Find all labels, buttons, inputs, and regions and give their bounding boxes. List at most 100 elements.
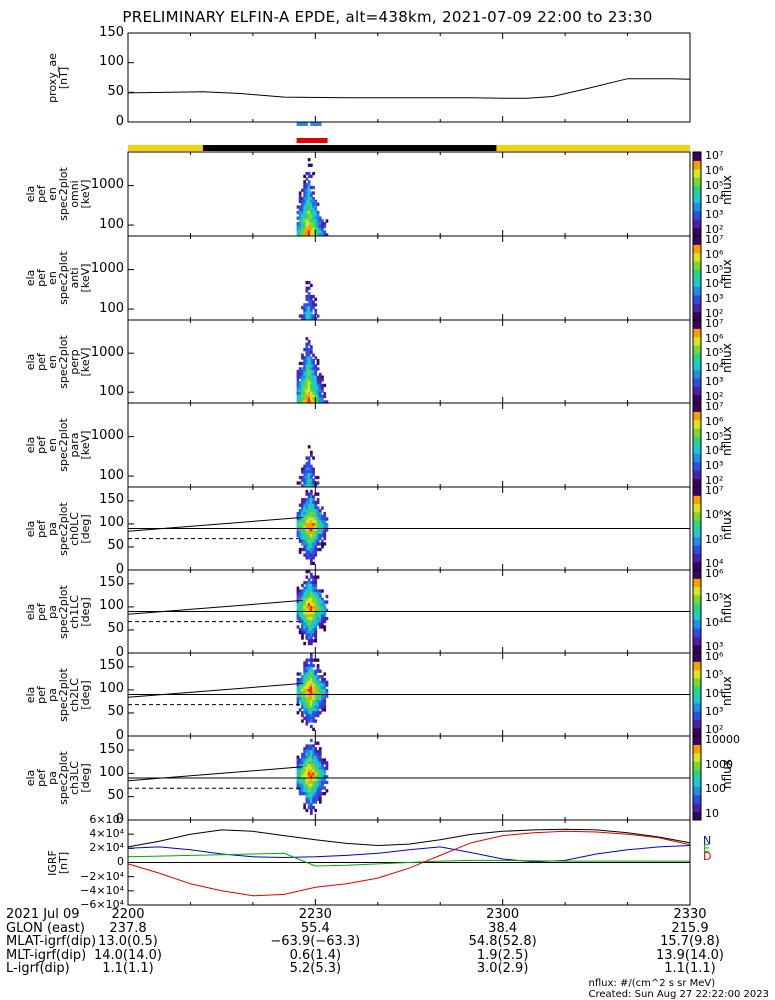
spectrogram-cell [305,286,309,290]
spectrogram-cell [298,764,302,768]
spectrogram-cell [318,397,322,401]
spectrogram-cell [307,500,311,505]
spectrogram-cell [301,197,304,201]
colorbar-cell [693,156,701,159]
colorbar-cell [693,729,701,733]
spectrogram-cell [310,303,313,307]
spectrogram-cell [303,661,306,665]
spectrogram-cell [316,697,320,701]
colorbar-cell [693,713,701,716]
spectrogram-cell [296,778,300,782]
spectrogram-cell [312,672,315,676]
spectrogram-cell [318,517,322,521]
spectrogram-cell [307,350,311,355]
colorbar-cell [693,263,701,266]
spectrogram-cell [314,761,318,765]
spectrogram-cell [316,381,320,385]
spectrogram-cell [318,752,322,757]
spectrogram-cell [318,622,322,626]
colorbar-cell [693,507,701,511]
row-value: 13.9(14.0) [655,947,725,963]
spectrogram-cell [325,617,329,621]
spectrogram-cell [298,194,302,198]
spectrogram-cell [301,367,304,371]
spectrogram-cell [298,199,302,204]
spectrogram-cell [298,539,302,543]
spectrogram-cell [323,531,327,535]
y-tick-label: 0 [115,811,124,827]
spectrogram-cell [301,213,304,217]
panel-frame-perp [127,319,691,404]
spectrogram-cell [307,617,311,621]
spectrogram-cell [310,583,313,588]
spectrogram-cell [314,528,318,532]
spectrogram-cell [301,677,304,682]
spectrogram-cell [312,233,315,237]
spectrogram-cell [303,372,306,377]
spectrogram-cell [321,394,324,399]
spectrogram-cell [303,669,306,673]
spectrogram-cell [318,766,322,771]
spectrogram-cell [321,589,324,593]
spectrogram-cell [296,394,300,399]
colorbar-cell [693,771,701,775]
colorbar-tick: 10⁴ [705,277,724,291]
colorbar-cell [693,428,701,431]
spectrogram-cell [305,780,309,785]
spectrogram-cell [316,547,320,552]
spectrogram-cell [312,481,315,485]
spectrogram-cell [305,361,309,366]
colorbar-cell [693,803,701,806]
spectrogram-cell [301,619,304,624]
spectrogram-cell [325,400,329,404]
spectrogram-cell [310,797,313,801]
spectrogram-cell [316,594,320,599]
spectrogram-cell [310,314,313,318]
spectrogram-cell [303,534,306,538]
colorbar-cell [693,369,701,373]
spectrogram-cell [303,386,306,390]
spectrogram-cell [307,213,311,217]
spectrogram-cell [321,531,324,535]
spectrogram-cell [321,606,324,610]
spectrogram-cell [318,216,322,220]
spectrogram-cell [305,177,309,181]
spectrogram-cell [307,317,311,321]
spectrogram-cell [296,400,300,404]
spectrogram-cell [305,786,309,790]
colorbar-cell [693,219,701,222]
spectrogram-cell [305,636,309,640]
spectrogram-cell [314,625,318,629]
colorbar-cell [693,152,701,155]
colorbar-cell [693,480,701,484]
colorbar-cell [693,555,701,559]
spectrogram-cell [310,800,313,804]
spectrogram-cell [314,500,318,505]
spectrogram-cell [307,378,311,382]
spectrogram-cell [305,797,309,801]
spectrogram-cell [312,769,315,773]
spectrogram-cell [310,528,313,532]
spectrogram-cell [305,750,309,754]
spectrogram-cell [323,528,327,532]
orbit-day-segment [128,145,203,151]
spectrogram-cell [301,689,304,693]
spectrogram-cell [296,691,300,695]
spectrogram-cell [301,683,304,687]
spectrogram-cell [310,550,313,554]
colorbar-cell [693,405,701,408]
igrf-legend-E: E [703,842,710,855]
spectrogram-cell [321,783,324,787]
spectrogram-cell [305,550,309,554]
spectrogram-cell [307,744,311,748]
spectrogram-cell [321,378,324,382]
spectrogram-cell [310,484,313,488]
spectrogram-cell [321,389,324,393]
row-value: 54.8(52.8) [468,934,537,949]
colorbar-cell [693,551,701,554]
spectrogram-cell [307,780,311,785]
spectrogram-cell [312,752,315,757]
spectrogram-cell [305,498,309,502]
spectrogram-cell [310,586,313,590]
spectrogram-cell [316,523,320,527]
